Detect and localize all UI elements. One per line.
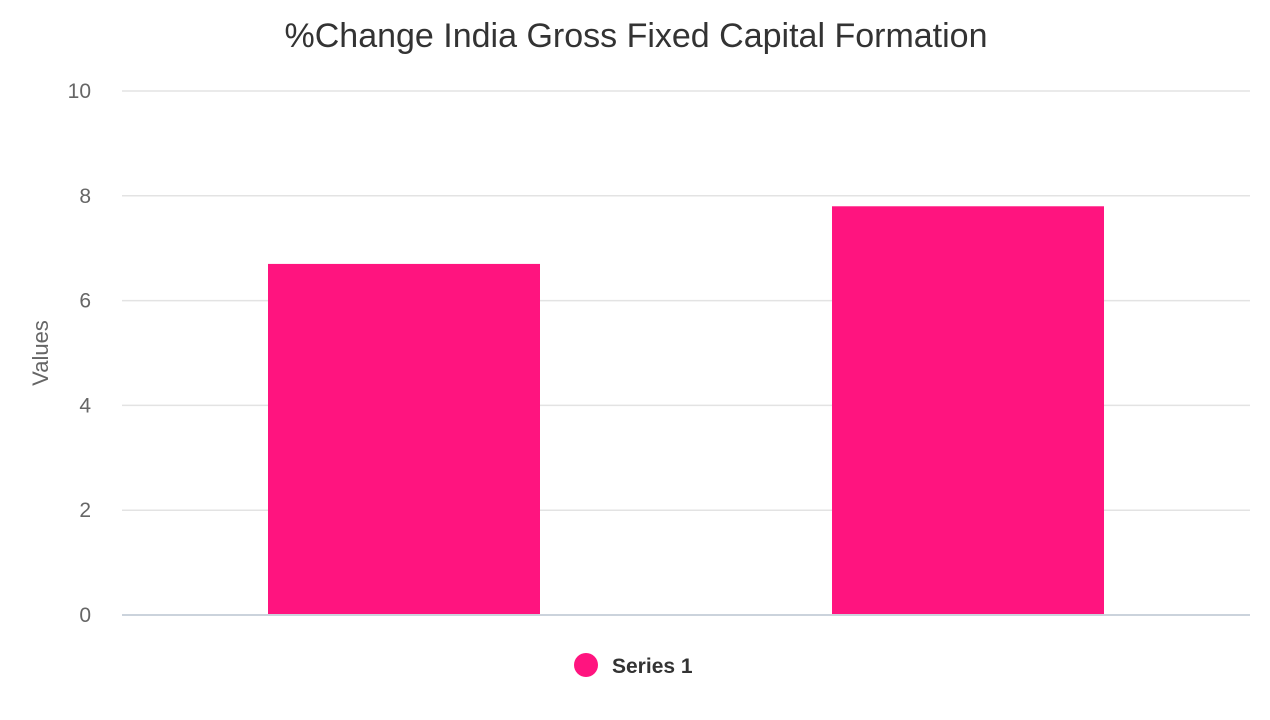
bar-1 xyxy=(268,263,540,615)
y-tick-label: 8 xyxy=(79,185,91,208)
chart-title: %Change India Gross Fixed Capital Format… xyxy=(285,17,988,55)
y-tick-label: 10 xyxy=(68,80,91,103)
y-tick-label: 2 xyxy=(79,499,91,522)
y-tick-label: 4 xyxy=(79,394,91,417)
y-tick-label: 0 xyxy=(79,604,91,627)
y-axis-ticks: 0 2 4 6 8 10 xyxy=(68,80,92,627)
bars xyxy=(268,206,1104,615)
y-axis-title: Values xyxy=(28,320,53,386)
legend-label-series-1[interactable]: Series 1 xyxy=(612,655,693,678)
y-tick-label: 6 xyxy=(79,290,91,313)
bar-2 xyxy=(832,206,1104,615)
legend[interactable]: Series 1 xyxy=(574,653,693,678)
legend-swatch-series-1[interactable] xyxy=(574,653,598,677)
